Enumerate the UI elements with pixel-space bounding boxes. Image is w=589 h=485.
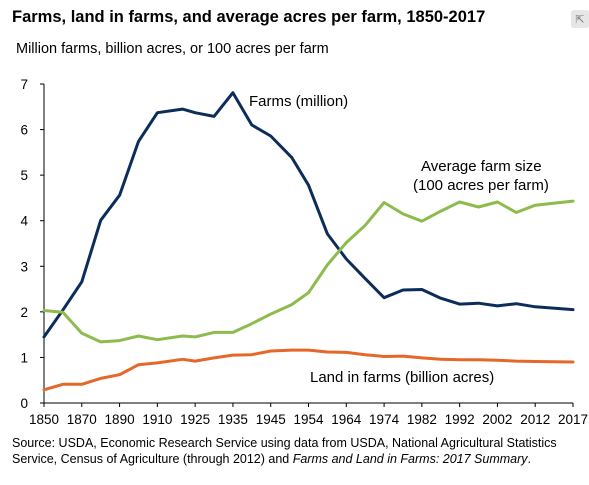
x-tick-label: 1925 (180, 412, 210, 427)
x-tick-label: 1992 (445, 412, 475, 427)
series-line-average-farm-size (42, 199, 575, 344)
chart-subtitle: Million farms, billion acres, or 100 acr… (16, 41, 329, 57)
axes: 0 1 2 3 4 5 6 7 1850 1870 1890 1910 1925 1935 1945 1954… (20, 77, 588, 427)
y-tick-label: 4 (20, 214, 28, 229)
annotation-land: Land in farms (billion acres) (310, 369, 494, 386)
x-tick-label: 1910 (142, 412, 172, 427)
source-note: Source: USDA, Economic Research Service … (12, 436, 578, 467)
y-tick-label: 1 (20, 350, 28, 365)
source-text: Source: USDA, Economic Research Service … (12, 436, 557, 466)
x-tick-label: 2017 (558, 412, 588, 427)
x-tick-label: 2002 (482, 412, 512, 427)
y-tick-label: 6 (20, 123, 28, 138)
source-publication: Farms and Land in Farms: 2017 Summary (292, 451, 528, 466)
x-tick-label: 1964 (331, 412, 362, 427)
source-end: . (527, 451, 532, 466)
x-tick-label: 1890 (105, 412, 135, 427)
series-layer (42, 91, 575, 392)
y-tick-label: 5 (20, 168, 28, 183)
x-tick-label: 1954 (293, 412, 324, 427)
y-tick-label: 7 (20, 77, 28, 92)
expand-icon[interactable]: ⇱ (571, 10, 589, 28)
x-tick-label: 2012 (520, 412, 550, 427)
series-line-farms (42, 91, 575, 339)
annotation-farm-size-line1: Average farm size (421, 158, 542, 175)
y-tick-label: 2 (20, 305, 28, 320)
x-tick-label: 1870 (67, 412, 97, 427)
annotation-farm-size-line2: (100 acres per farm) (413, 177, 549, 194)
x-tick-label: 1974 (369, 412, 400, 427)
chart-title: Farms, land in farms, and average acres … (12, 8, 486, 26)
y-tick-label: 3 (20, 259, 28, 274)
annotation-layer: Farms (million) Average farm size (100 a… (249, 93, 549, 386)
annotation-farms: Farms (million) (249, 93, 348, 110)
x-tick-label: 1935 (218, 412, 248, 427)
x-tick-label: 1982 (407, 412, 437, 427)
y-tick-label: 0 (20, 396, 28, 411)
series-line-land-in-farms (42, 348, 575, 392)
x-tick-label: 1850 (29, 412, 59, 427)
x-tick-label: 1945 (256, 412, 286, 427)
